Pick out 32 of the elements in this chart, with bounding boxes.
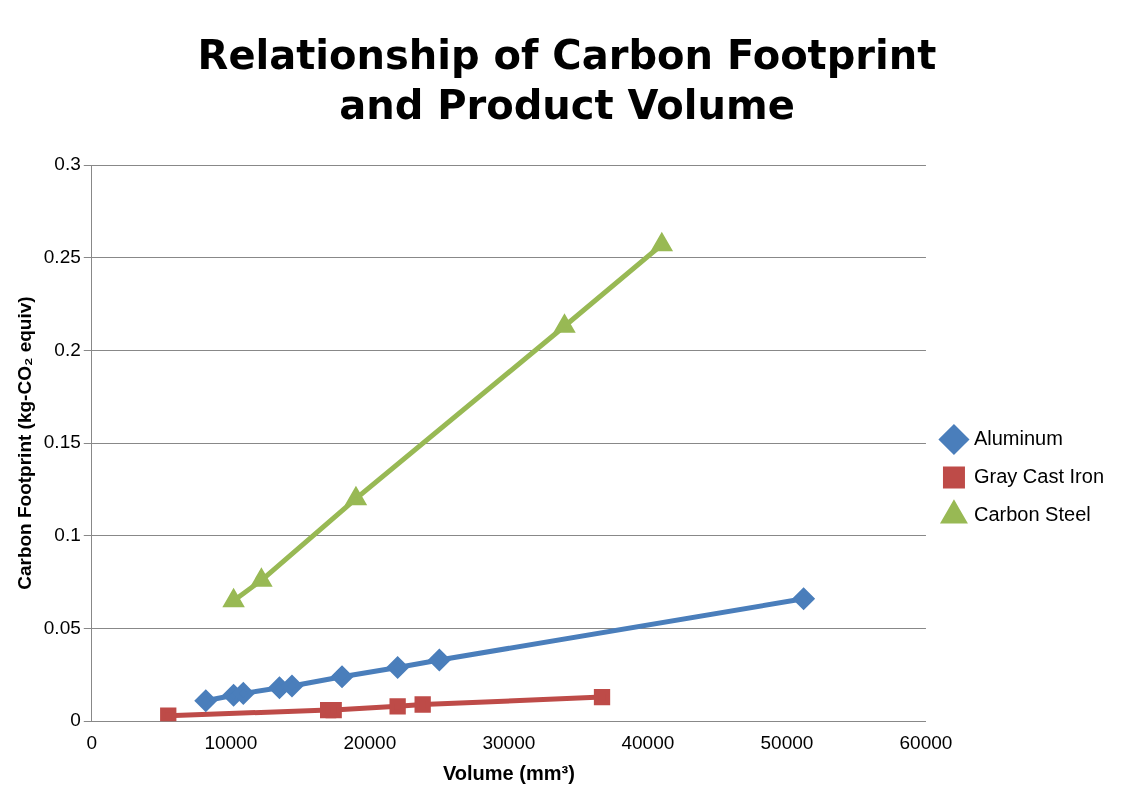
x-axis-title: Volume (mm³) — [442, 761, 575, 784]
y-tick-label: 0.3 — [54, 153, 81, 175]
point — [387, 656, 409, 678]
x-tick-label: 20000 — [343, 731, 397, 753]
point — [325, 701, 342, 719]
point — [428, 649, 450, 671]
chart-title: Relationship of Carbon Footprint and Product Volume — [196, 31, 938, 130]
legend-label: Gray Cast Iron — [973, 465, 1105, 488]
y-tick-label: 0.1 — [54, 524, 81, 546]
y-axis-title: Carbon Footprint (kg-CO₂ equiv) — [13, 296, 35, 590]
point — [793, 588, 815, 610]
x-tick-label: 30000 — [482, 731, 536, 753]
point — [553, 313, 576, 333]
x-tick-label: 10000 — [204, 731, 258, 753]
y-tick-label: 0.05 — [43, 616, 81, 638]
point — [331, 666, 353, 688]
y-tick-label: 0 — [70, 709, 81, 731]
y-tick-label: 0.25 — [43, 245, 81, 267]
legend-label: Aluminum — [973, 427, 1063, 450]
x-tick-label: 0 — [86, 731, 98, 753]
point — [195, 690, 217, 712]
y-tick-label: 0.15 — [43, 431, 81, 453]
point — [281, 675, 303, 697]
point — [414, 696, 431, 713]
legend-label: Carbon Steel — [973, 503, 1091, 526]
x-tick-label: 60000 — [899, 731, 953, 753]
x-tick-label: 50000 — [760, 731, 814, 753]
point — [160, 707, 177, 722]
point — [593, 688, 611, 706]
y-tick-label: 0.2 — [54, 338, 81, 360]
x-tick-label: 40000 — [621, 731, 675, 753]
point — [389, 698, 406, 715]
